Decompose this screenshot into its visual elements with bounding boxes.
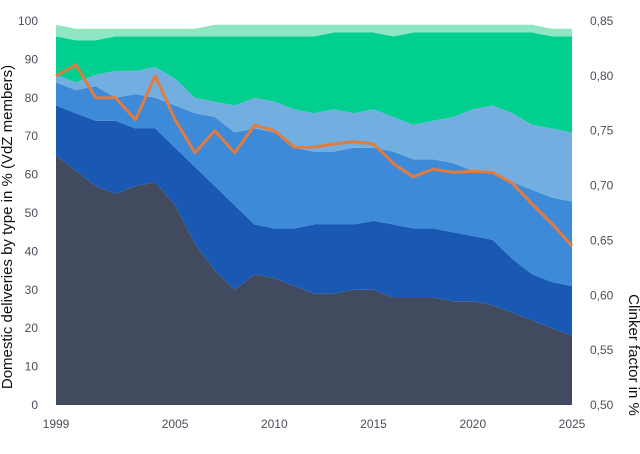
y2-tick-label: 0,50 <box>590 398 614 412</box>
x-tick-label: 2015 <box>360 417 387 431</box>
x-tick-label: 2025 <box>559 417 586 431</box>
y2-axis-title: Clinker factor in % <box>625 294 640 416</box>
y2-tick-label: 0,75 <box>590 124 614 138</box>
left-axis-ticks: 0 10 20 30 40 50 60 70 80 90 100 <box>18 14 38 412</box>
x-tick-label: 1999 <box>43 417 70 431</box>
y2-tick-label: 0,55 <box>590 343 614 357</box>
clinker-factor-line <box>55 63 574 247</box>
y-tick-label: 90 <box>25 52 39 66</box>
y2-tick-label: 0,85 <box>590 14 614 28</box>
area-cem-i <box>56 155 572 405</box>
y-tick-label: 20 <box>25 321 39 335</box>
y-tick-label: 50 <box>25 206 39 220</box>
stacked-areas <box>56 24 572 405</box>
right-axis-ticks: 0,50 0,55 0,60 0,65 0,70 0,75 0,80 0,85 <box>590 14 614 412</box>
y-tick-label: 10 <box>25 360 39 374</box>
y2-tick-label: 0,65 <box>590 233 614 247</box>
x-tick-label: 2005 <box>162 417 189 431</box>
area-cem-ii-m <box>56 67 572 202</box>
y-axis-title: Domestic deliveries by type in % (VdZ me… <box>0 65 16 389</box>
x-tick-label: 2020 <box>459 417 486 431</box>
area-cem-ii-s <box>56 105 572 336</box>
y2-tick-label: 0,70 <box>590 179 614 193</box>
area-cem-iii-a <box>56 32 572 133</box>
y-tick-label: 60 <box>25 168 39 182</box>
y-tick-label: 0 <box>31 398 38 412</box>
area-cem-iii-b-c <box>56 24 572 41</box>
y-tick-label: 100 <box>18 14 38 28</box>
y-tick-label: 40 <box>25 244 39 258</box>
y-tick-label: 80 <box>25 91 39 105</box>
x-axis-ticks: 1999 2005 2010 2015 2020 2025 <box>43 417 586 431</box>
y-tick-label: 70 <box>25 129 39 143</box>
x-tick-label: 2010 <box>261 417 288 431</box>
y2-tick-label: 0,80 <box>590 69 614 83</box>
y2-tick-label: 0,60 <box>590 288 614 302</box>
clinker-factor-line-group <box>55 63 574 247</box>
y-tick-label: 30 <box>25 283 39 297</box>
